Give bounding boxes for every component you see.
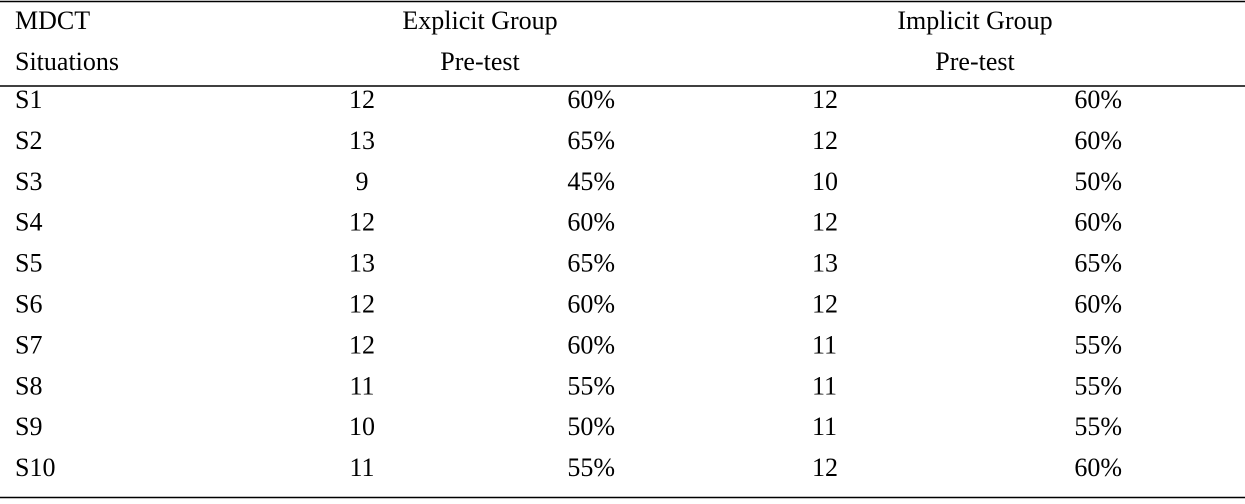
cell: 11: [812, 371, 837, 400]
cell: 65%: [567, 126, 615, 155]
cell: 60%: [1074, 208, 1122, 237]
cell: 60%: [1074, 126, 1122, 155]
cell: 60%: [1074, 453, 1122, 482]
row-label: S2: [15, 126, 42, 155]
header-cell: Implicit Group: [897, 6, 1052, 35]
cell: 11: [349, 453, 374, 482]
cell: 60%: [1074, 85, 1122, 114]
cell: 12: [812, 208, 838, 237]
row-label: S7: [15, 330, 42, 359]
cell: 65%: [1074, 249, 1122, 278]
cell: 12: [349, 289, 375, 318]
cell: 50%: [567, 412, 615, 441]
cell: 11: [812, 412, 837, 441]
header-cell: Explicit Group: [402, 6, 557, 35]
cell: 10: [812, 167, 838, 196]
header-cell: Situations: [15, 47, 119, 76]
cell: 60%: [567, 289, 615, 318]
row-label: S6: [15, 289, 42, 318]
cell: 12: [812, 85, 838, 114]
header-cell: Pre-test: [440, 47, 520, 76]
cell: 50%: [1074, 167, 1122, 196]
cell: 12: [349, 85, 375, 114]
row-label: S4: [15, 208, 42, 237]
cell: 55%: [1074, 412, 1122, 441]
cell: 65%: [567, 249, 615, 278]
cell: 12: [812, 126, 838, 155]
cell: 11: [812, 330, 837, 359]
cell: 13: [349, 249, 375, 278]
cell: 55%: [567, 453, 615, 482]
cell: 13: [812, 249, 838, 278]
cell: 55%: [567, 371, 615, 400]
cell: 60%: [1074, 289, 1122, 318]
header-cell: MDCT: [15, 6, 90, 35]
cell: 12: [812, 453, 838, 482]
cell: 13: [349, 126, 375, 155]
cell: 60%: [567, 330, 615, 359]
cell: 60%: [567, 85, 615, 114]
cell: 9: [356, 167, 369, 196]
row-label: S10: [15, 453, 55, 482]
cell: 12: [349, 330, 375, 359]
row-label: S8: [15, 371, 42, 400]
cell: 11: [349, 371, 374, 400]
header-cell: Pre-test: [935, 47, 1015, 76]
row-label: S1: [15, 85, 42, 114]
cell: 12: [812, 289, 838, 318]
cell: 60%: [567, 208, 615, 237]
row-label: S3: [15, 167, 42, 196]
row-label: S9: [15, 412, 42, 441]
cell: 10: [349, 412, 375, 441]
cell: 45%: [567, 167, 615, 196]
cell: 55%: [1074, 371, 1122, 400]
cell: 55%: [1074, 330, 1122, 359]
cell: 12: [349, 208, 375, 237]
row-label: S5: [15, 249, 42, 278]
